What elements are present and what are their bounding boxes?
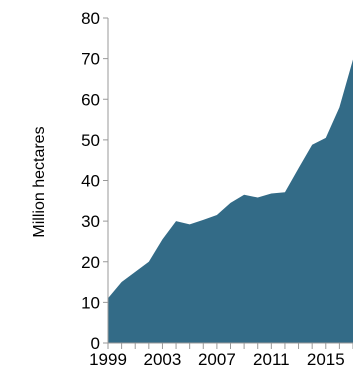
y-tick-label-10: 10 [81, 293, 100, 312]
y-tick-label-70: 70 [81, 50, 100, 69]
axis-layer [103, 17, 353, 349]
x-tick-label-1999: 1999 [89, 350, 127, 369]
y-axis-title: Million hectares [31, 126, 48, 237]
y-tick-label-50: 50 [81, 131, 100, 150]
x-tick-label-2011: 2011 [253, 350, 290, 369]
x-tick-label-2007: 2007 [198, 350, 236, 369]
tick-label-layer: 0 10 20 30 40 50 60 70 80 1999 2003 2007 2011 2015 [81, 9, 345, 369]
y-tick-label-80: 80 [81, 9, 100, 28]
y-tick-label-60: 60 [81, 90, 100, 109]
y-tick-label-40: 40 [81, 172, 100, 191]
area-series-0 [108, 59, 353, 343]
x-tick-label-2003: 2003 [144, 350, 182, 369]
y-tick-label-20: 20 [81, 253, 100, 272]
y-tick-label-30: 30 [81, 212, 100, 231]
x-tick-label-2015: 2015 [307, 350, 345, 369]
y-tick-label-0: 0 [91, 334, 100, 353]
area-layer [108, 59, 353, 343]
